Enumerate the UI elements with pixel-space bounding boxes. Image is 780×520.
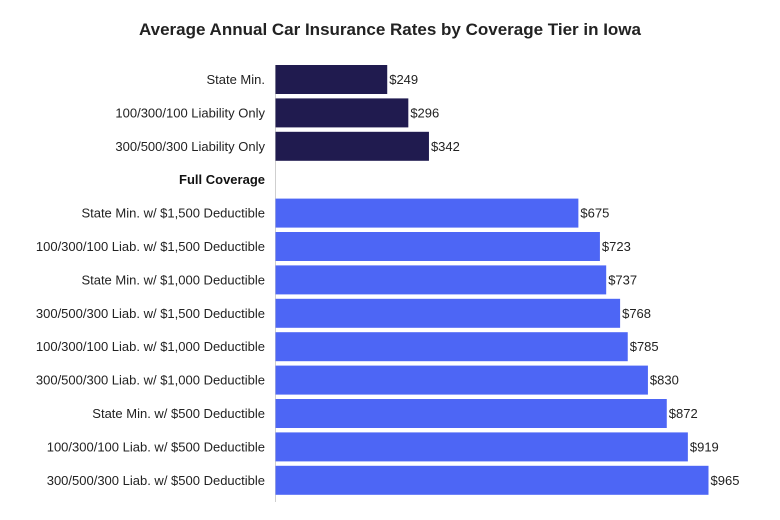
value-label: $830: [650, 373, 679, 388]
bar: [275, 365, 648, 395]
bar: [275, 298, 621, 328]
bar: [275, 131, 429, 161]
category-label: State Min. w/ $500 Deductible: [92, 406, 265, 421]
category-label: 300/500/300 Liab. w/ $1,500 Deductible: [36, 306, 265, 321]
category-label: State Min.: [206, 72, 265, 87]
value-label: $965: [711, 473, 740, 488]
value-label: $919: [690, 439, 719, 454]
value-label: $342: [431, 139, 460, 154]
category-label: 100/300/100 Liab. w/ $500 Deductible: [47, 439, 265, 454]
category-label: 100/300/100 Liab. w/ $1,500 Deductible: [36, 239, 265, 254]
chart-title: Average Annual Car Insurance Rates by Co…: [139, 20, 641, 39]
bar: [275, 432, 688, 462]
category-label: 100/300/100 Liab. w/ $1,000 Deductible: [36, 339, 265, 354]
bar: [275, 465, 709, 495]
category-label: 100/300/100 Liability Only: [115, 105, 265, 120]
bar: [275, 198, 579, 228]
value-label: $785: [630, 339, 659, 354]
bar: [275, 232, 600, 261]
category-label: 300/500/300 Liab. w/ $500 Deductible: [47, 473, 265, 488]
category-label: State Min. w/ $1,500 Deductible: [81, 206, 265, 221]
category-label: 300/500/300 Liability Only: [115, 139, 265, 154]
category-label: 300/500/300 Liab. w/ $1,000 Deductible: [36, 373, 265, 388]
category-label: State Min. w/ $1,000 Deductible: [81, 272, 265, 287]
group-label: Full Coverage: [179, 172, 265, 187]
bar: [275, 65, 388, 94]
value-label: $675: [580, 206, 609, 221]
bar: [275, 98, 409, 128]
value-label: $723: [602, 239, 631, 254]
value-label: $249: [389, 72, 418, 87]
bar: [275, 399, 667, 428]
bar: [275, 332, 628, 362]
value-label: $737: [608, 272, 637, 287]
value-label: $872: [669, 406, 698, 421]
bar: [275, 265, 607, 295]
value-label: $296: [410, 105, 439, 120]
value-label: $768: [622, 306, 651, 321]
